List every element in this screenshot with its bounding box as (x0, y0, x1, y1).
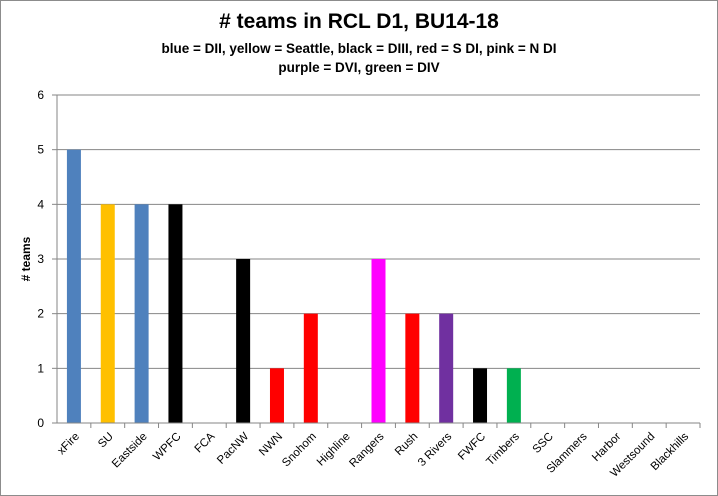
bar-wpfc (168, 204, 183, 423)
bar-nwn (269, 368, 284, 423)
x-tick-label-timbers: Timbers (484, 430, 522, 468)
x-tick-label-blackhills: Blackhills (649, 430, 692, 473)
x-tick-label-wpfc: WPFC (151, 431, 183, 463)
y-axis-ticks: 0 1 2 3 4 5 6 (37, 88, 57, 430)
x-tick-label-ssc: SSC (531, 431, 556, 456)
bar-xfire (66, 149, 81, 423)
x-tick-label-fca: FCA (193, 430, 218, 455)
bar-fwfc (473, 368, 488, 423)
bar-su (100, 204, 115, 423)
y-tick-label-4: 4 (37, 197, 44, 211)
bar-rangers (371, 259, 386, 423)
chart-title: # teams in RCL D1, BU14-18 (219, 10, 499, 33)
bar-snohom (303, 313, 318, 423)
x-tick-label-xfire: xFire (55, 431, 82, 458)
y-tick-label-5: 5 (37, 143, 44, 157)
y-axis-label: # teams (19, 236, 33, 281)
bars (66, 149, 521, 423)
bar-rush (405, 313, 420, 423)
y-tick-label-1: 1 (37, 361, 44, 375)
y-tick-label-2: 2 (37, 307, 44, 321)
bar-3-rivers (439, 313, 454, 423)
y-tick-label-3: 3 (37, 252, 44, 266)
x-tick-label-highline: Highline (315, 431, 353, 469)
bar-pacnw (236, 259, 251, 423)
y-tick-label-0: 0 (37, 416, 44, 430)
bar-timbers (506, 368, 521, 423)
x-tick-label-snohom: Snohom (280, 431, 319, 470)
x-tick-label-rush: Rush (393, 431, 420, 458)
y-tick-label-6: 6 (37, 88, 44, 102)
x-tick-label-fwfc: FWFC (456, 431, 488, 463)
chart-subtitle-line1: blue = DII, yellow = Seattle, black = DI… (161, 41, 557, 56)
x-tick-label-nwn: NWN (257, 431, 285, 459)
x-tick-label-pacnw: PacNW (215, 431, 251, 467)
x-tick-label-eastside: Eastside (110, 431, 150, 471)
x-tick-label-rangers: Rangers (347, 430, 386, 469)
x-tick-label-su: SU (96, 431, 116, 451)
bar-eastside (134, 204, 149, 423)
x-tick-label-3-rivers: 3 Rivers (416, 430, 454, 468)
x-tick-label-harbor: Harbor (590, 431, 623, 464)
chart-subtitle-line2: purple = DVI, green = DIV (278, 60, 440, 75)
